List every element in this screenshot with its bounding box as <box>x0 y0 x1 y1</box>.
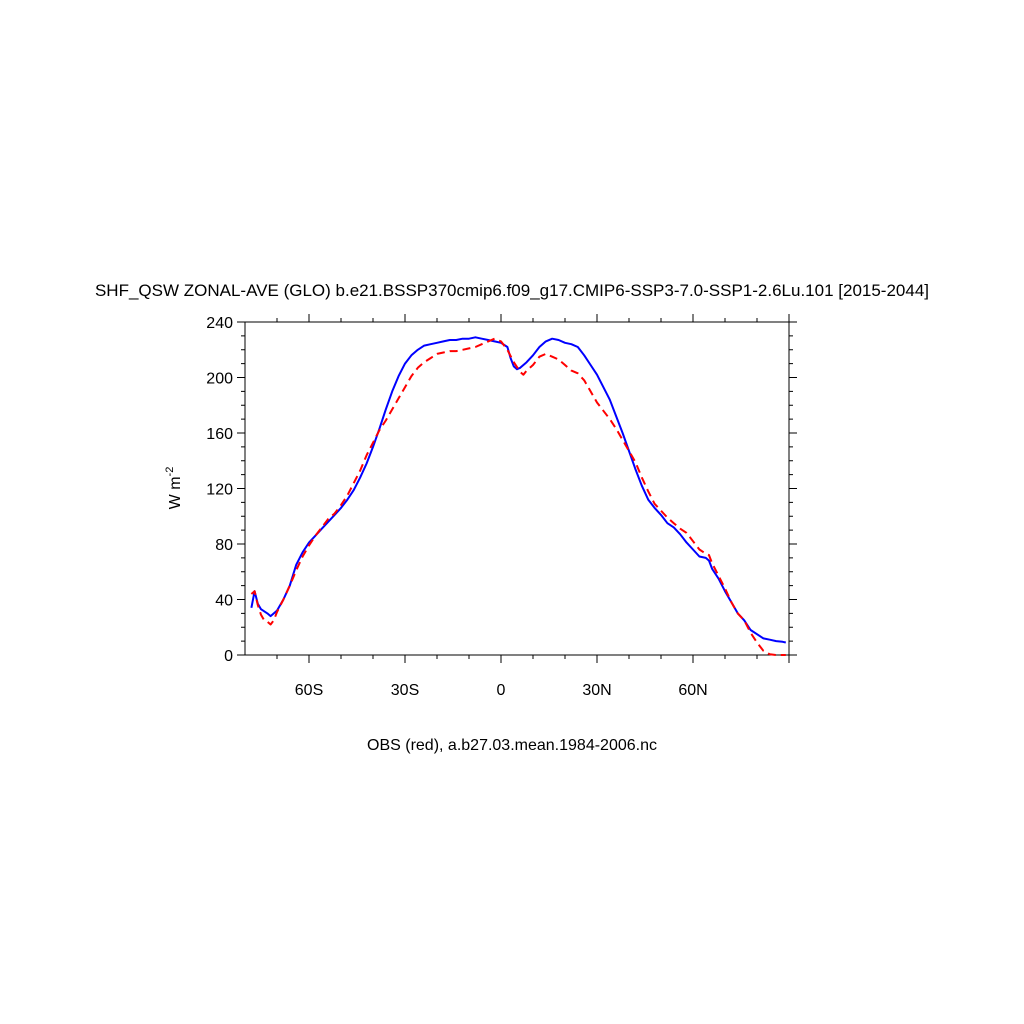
model-series-line <box>250 336 787 644</box>
x-tick-label: 30S <box>391 682 419 699</box>
y-axis-label-exponent: -2 <box>164 467 176 477</box>
y-tick-labels: 0 40 80 120 160 200 240 <box>206 315 233 665</box>
y-tick-label: 160 <box>206 426 233 443</box>
y-tick-label: 240 <box>206 315 233 332</box>
y-tick-label: 200 <box>206 371 233 388</box>
y-axis-label: W m-2 <box>164 467 184 510</box>
axis-ticks <box>237 314 797 663</box>
series-lines <box>250 336 787 656</box>
x-tick-label: 60S <box>295 682 323 699</box>
y-tick-label: 120 <box>206 482 233 499</box>
x-tick-label: 0 <box>497 682 506 699</box>
chart-title: SHF_QSW ZONAL-AVE (GLO) b.e21.BSSP370cmi… <box>95 281 929 300</box>
obs-series-line <box>250 337 786 656</box>
x-tick-label: 30N <box>582 682 611 699</box>
x-tick-labels: 60S 30S 0 30N 60N <box>295 682 708 699</box>
y-tick-label: 80 <box>215 537 233 554</box>
y-tick-label: 40 <box>215 593 233 610</box>
y-tick-label: 0 <box>224 648 233 665</box>
x-tick-label: 60N <box>678 682 707 699</box>
x-axis-label: OBS (red), a.b27.03.mean.1984-2006.nc <box>367 737 657 754</box>
y-axis-label-unit: W m <box>167 476 184 509</box>
plot-area-frame <box>244 321 790 656</box>
